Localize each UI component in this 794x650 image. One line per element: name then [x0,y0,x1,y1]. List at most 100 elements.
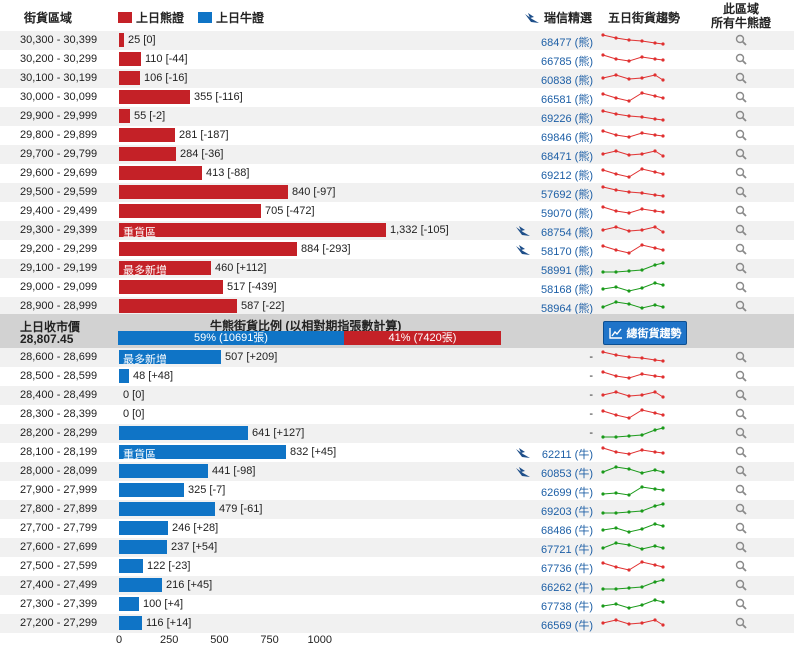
magnifier-icon[interactable] [735,541,747,553]
magnifier-icon[interactable] [735,91,747,103]
ubs-pick-link[interactable]: 60838 (熊) [541,75,593,87]
ubs-pick-link[interactable]: 62211 (牛) [541,449,593,461]
outstanding-bar[interactable] [119,369,129,383]
ubs-pick-link[interactable]: 68471 (熊) [541,151,593,163]
trend-sparkline[interactable] [600,368,666,385]
trend-sparkline[interactable] [600,70,666,87]
trend-sparkline[interactable] [600,203,666,220]
magnifier-icon[interactable] [735,370,747,382]
outstanding-bar[interactable] [119,464,208,478]
outstanding-bar[interactable] [119,559,143,573]
ubs-pick-link[interactable]: 57692 (熊) [541,189,593,201]
trend-sparkline[interactable] [600,482,666,499]
overall-trend-button[interactable]: 總街貨趨勢 [603,321,687,345]
outstanding-bar[interactable] [119,299,237,313]
trend-sparkline[interactable] [600,349,666,366]
magnifier-icon[interactable] [735,560,747,572]
outstanding-bar[interactable] [119,578,162,592]
ubs-pick-link[interactable]: 67736 (牛) [541,563,593,575]
ubs-pick-link[interactable]: 62699 (牛) [541,487,593,499]
magnifier-icon[interactable] [735,224,747,236]
outstanding-bar[interactable] [119,426,248,440]
trend-sparkline[interactable] [600,596,666,613]
magnifier-icon[interactable] [735,503,747,515]
magnifier-icon[interactable] [735,243,747,255]
trend-sparkline[interactable] [600,127,666,144]
outstanding-bar[interactable] [119,502,215,516]
outstanding-bar[interactable] [119,616,142,630]
magnifier-icon[interactable] [735,617,747,629]
ubs-pick-link[interactable]: 59070 (熊) [541,208,593,220]
ubs-pick-link[interactable]: 58170 (熊) [541,246,593,258]
magnifier-icon[interactable] [735,281,747,293]
ubs-pick-link[interactable]: 68486 (牛) [541,525,593,537]
outstanding-bar[interactable] [119,597,139,611]
outstanding-bar[interactable] [119,33,124,47]
ubs-pick-link[interactable]: 67738 (牛) [541,601,593,613]
ubs-pick-link[interactable]: 67721 (牛) [541,544,593,556]
trend-sparkline[interactable] [600,184,666,201]
outstanding-bar[interactable] [119,71,140,85]
trend-sparkline[interactable] [600,279,666,296]
ubs-pick-link[interactable]: 60853 (牛) [541,468,593,480]
magnifier-icon[interactable] [735,205,747,217]
trend-sparkline[interactable] [600,406,666,423]
magnifier-icon[interactable] [735,446,747,458]
ubs-pick-link[interactable]: 66262 (牛) [541,582,593,594]
magnifier-icon[interactable] [735,110,747,122]
trend-sparkline[interactable] [600,51,666,68]
magnifier-icon[interactable] [735,53,747,65]
magnifier-icon[interactable] [735,72,747,84]
trend-sparkline[interactable] [600,146,666,163]
ubs-pick-link[interactable]: 66581 (熊) [541,94,593,106]
trend-sparkline[interactable] [600,260,666,277]
trend-sparkline[interactable] [600,501,666,518]
outstanding-bar[interactable]: 最多新增 [119,350,221,366]
outstanding-bar[interactable]: 重貨區 [119,223,386,239]
trend-sparkline[interactable] [600,387,666,404]
magnifier-icon[interactable] [735,148,747,160]
outstanding-bar[interactable] [119,166,202,180]
trend-sparkline[interactable] [600,577,666,594]
trend-sparkline[interactable] [600,558,666,575]
magnifier-icon[interactable] [735,186,747,198]
magnifier-icon[interactable] [735,427,747,439]
trend-sparkline[interactable] [600,539,666,556]
outstanding-bar[interactable] [119,128,175,142]
outstanding-bar[interactable] [119,109,130,123]
ubs-pick-link[interactable]: 68477 (熊) [541,37,593,49]
outstanding-bar[interactable] [119,204,261,218]
ubs-pick-link[interactable]: 58168 (熊) [541,284,593,296]
magnifier-icon[interactable] [735,300,747,312]
ubs-pick-link[interactable]: 66785 (熊) [541,56,593,68]
trend-sparkline[interactable] [600,425,666,442]
trend-sparkline[interactable] [600,165,666,182]
magnifier-icon[interactable] [735,579,747,591]
trend-sparkline[interactable] [600,298,666,315]
outstanding-bar[interactable] [119,242,297,256]
magnifier-icon[interactable] [735,465,747,477]
magnifier-icon[interactable] [735,351,747,363]
outstanding-bar[interactable] [119,483,184,497]
ubs-pick-link[interactable]: 58991 (熊) [541,265,593,277]
magnifier-icon[interactable] [735,34,747,46]
trend-sparkline[interactable] [600,463,666,480]
magnifier-icon[interactable] [735,598,747,610]
outstanding-bar[interactable] [119,52,141,66]
ubs-pick-link[interactable]: 69212 (熊) [541,170,593,182]
trend-sparkline[interactable] [600,222,666,239]
outstanding-bar[interactable] [119,185,288,199]
outstanding-bar[interactable] [119,521,168,535]
ubs-pick-link[interactable]: 69203 (牛) [541,506,593,518]
outstanding-bar[interactable] [119,147,176,161]
magnifier-icon[interactable] [735,389,747,401]
magnifier-icon[interactable] [735,167,747,179]
ubs-pick-link[interactable]: 69226 (熊) [541,113,593,125]
trend-sparkline[interactable] [600,615,666,632]
magnifier-icon[interactable] [735,522,747,534]
ubs-pick-link[interactable]: 58964 (熊) [541,303,593,315]
trend-sparkline[interactable] [600,108,666,125]
outstanding-bar[interactable] [119,90,190,104]
ubs-pick-link[interactable]: 66569 (牛) [541,620,593,632]
magnifier-icon[interactable] [735,408,747,420]
